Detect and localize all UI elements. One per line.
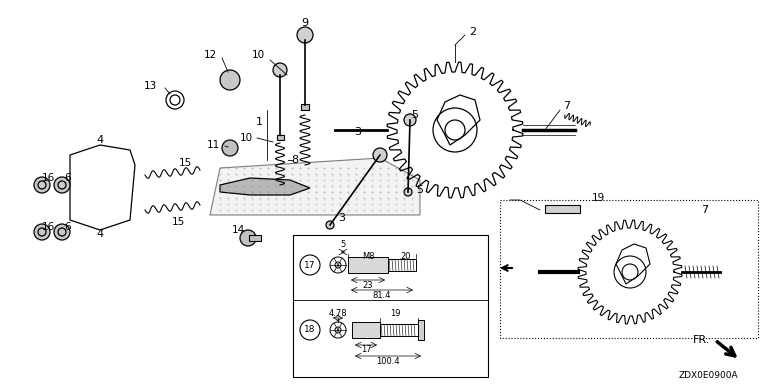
Text: 6: 6 [65, 222, 71, 232]
Text: 23: 23 [362, 280, 373, 290]
Text: 15: 15 [178, 158, 192, 168]
Text: 10: 10 [240, 133, 253, 143]
Circle shape [373, 148, 387, 162]
Circle shape [273, 63, 287, 77]
Text: FR.: FR. [693, 335, 710, 345]
Text: 7: 7 [564, 101, 571, 111]
Circle shape [54, 177, 70, 193]
Text: 9: 9 [301, 18, 309, 28]
Bar [301, 104, 309, 110]
Text: 4: 4 [97, 135, 104, 145]
Circle shape [34, 224, 50, 240]
Circle shape [404, 114, 416, 126]
Bar [276, 134, 283, 139]
Circle shape [404, 188, 412, 196]
Text: 16: 16 [41, 222, 55, 232]
Circle shape [220, 70, 240, 90]
Text: 19: 19 [389, 309, 400, 318]
Text: 17: 17 [304, 260, 316, 270]
Text: 3: 3 [355, 127, 362, 137]
Bar [352, 322, 380, 338]
Text: 15: 15 [171, 217, 184, 227]
Text: 2: 2 [469, 27, 477, 37]
Text: 4.78: 4.78 [329, 309, 347, 318]
Circle shape [222, 140, 238, 156]
Circle shape [34, 177, 50, 193]
Bar [545, 205, 580, 213]
Text: 3: 3 [339, 213, 346, 223]
Text: 1: 1 [256, 117, 263, 127]
Bar [348, 257, 388, 273]
Text: 6: 6 [65, 173, 71, 183]
Text: 18: 18 [304, 326, 316, 334]
Text: 11: 11 [207, 140, 220, 150]
Circle shape [240, 230, 256, 246]
Text: 10: 10 [251, 50, 264, 60]
Text: 5: 5 [416, 185, 423, 195]
Bar [293, 235, 488, 377]
Bar [388, 259, 416, 271]
Text: 16: 16 [41, 173, 55, 183]
Circle shape [326, 221, 334, 229]
Bar [249, 235, 261, 241]
Text: 5: 5 [412, 110, 419, 120]
Text: 17: 17 [361, 346, 371, 354]
Polygon shape [210, 158, 420, 215]
Polygon shape [220, 178, 310, 195]
Text: 19: 19 [591, 193, 604, 203]
Text: 7: 7 [701, 205, 709, 215]
Text: 12: 12 [204, 50, 217, 60]
Bar [418, 320, 424, 340]
Text: 100.4: 100.4 [376, 356, 400, 366]
Text: 81.4: 81.4 [372, 291, 391, 300]
Circle shape [297, 27, 313, 43]
Text: 14: 14 [231, 225, 245, 235]
Circle shape [54, 224, 70, 240]
Text: ZDX0E0900A: ZDX0E0900A [678, 371, 738, 379]
Text: 13: 13 [144, 81, 157, 91]
Text: 5: 5 [340, 240, 346, 249]
Bar [380, 324, 418, 336]
Text: M8: M8 [362, 252, 374, 261]
Text: 8: 8 [291, 155, 299, 165]
Bar [500, 200, 758, 338]
Text: 20: 20 [401, 252, 411, 261]
Text: 4: 4 [97, 229, 104, 239]
